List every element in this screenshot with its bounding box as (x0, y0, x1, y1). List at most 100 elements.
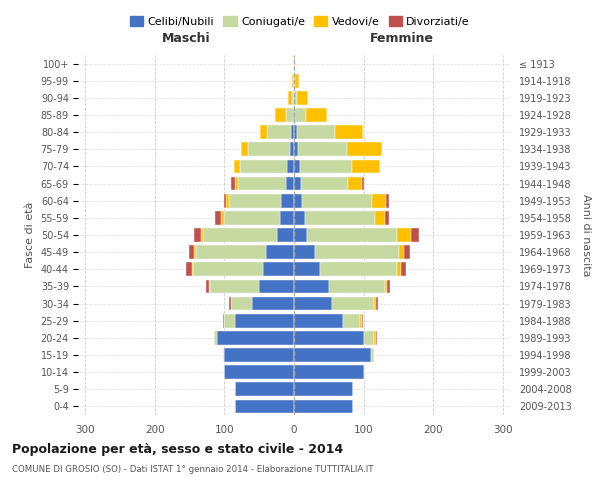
Bar (360, 314, 362, 328)
Bar (189, 246, 194, 259)
Bar (235, 382, 294, 396)
Bar (263, 262, 294, 276)
Bar (385, 280, 386, 293)
Bar (226, 194, 229, 207)
Bar (372, 194, 386, 207)
Bar (224, 366, 294, 379)
Bar (203, 228, 277, 242)
Bar (371, 348, 374, 362)
Bar (280, 211, 294, 224)
Bar (294, 91, 298, 104)
Bar (211, 280, 259, 293)
Bar (294, 400, 353, 413)
Bar (306, 108, 327, 122)
Bar (329, 280, 385, 293)
Bar (259, 280, 294, 293)
Bar (229, 296, 231, 310)
Bar (320, 262, 397, 276)
Text: Maschi: Maschi (161, 32, 211, 44)
Bar (286, 176, 294, 190)
Bar (375, 211, 385, 224)
Bar (231, 296, 252, 310)
Bar (404, 246, 410, 259)
Bar (238, 176, 286, 190)
Bar (217, 331, 294, 344)
Bar (289, 91, 292, 104)
Bar (298, 142, 347, 156)
Bar (386, 194, 389, 207)
Bar (362, 176, 364, 190)
Bar (221, 211, 224, 224)
Bar (294, 126, 297, 139)
Bar (224, 314, 235, 328)
Bar (214, 331, 217, 344)
Bar (294, 160, 299, 173)
Bar (347, 142, 382, 156)
Bar (374, 296, 376, 310)
Bar (202, 228, 203, 242)
Bar (186, 262, 191, 276)
Bar (294, 56, 295, 70)
Y-axis label: Anni di nascita: Anni di nascita (581, 194, 591, 276)
Bar (294, 348, 371, 362)
Bar (234, 160, 239, 173)
Bar (235, 176, 238, 190)
Bar (224, 211, 280, 224)
Bar (307, 228, 397, 242)
Bar (294, 246, 315, 259)
Bar (294, 228, 307, 242)
Bar (286, 108, 293, 122)
Bar (294, 74, 295, 88)
Bar (196, 246, 266, 259)
Bar (292, 91, 294, 104)
Bar (290, 142, 294, 156)
Bar (266, 246, 294, 259)
Bar (206, 280, 209, 293)
Bar (294, 194, 302, 207)
Bar (294, 176, 301, 190)
Bar (364, 331, 374, 344)
Bar (224, 194, 226, 207)
Bar (398, 246, 404, 259)
Bar (277, 228, 294, 242)
Bar (293, 108, 294, 122)
Bar (299, 160, 352, 173)
Text: COMUNE DI GROSIO (SO) - Dati ISTAT 1° gennaio 2014 - Elaborazione TUTTITALIA.IT: COMUNE DI GROSIO (SO) - Dati ISTAT 1° ge… (12, 465, 373, 474)
Bar (315, 246, 398, 259)
Bar (294, 382, 353, 396)
Bar (294, 296, 332, 310)
Bar (224, 348, 294, 362)
Bar (248, 142, 290, 156)
Bar (376, 331, 377, 344)
Bar (215, 211, 221, 224)
Bar (305, 211, 375, 224)
Bar (335, 126, 363, 139)
Bar (362, 314, 363, 328)
Text: Popolazione per età, sesso e stato civile - 2014: Popolazione per età, sesso e stato civil… (12, 442, 343, 456)
Bar (297, 126, 335, 139)
Bar (209, 280, 211, 293)
Bar (294, 280, 329, 293)
Bar (260, 126, 267, 139)
Bar (229, 194, 281, 207)
Bar (291, 126, 294, 139)
Bar (302, 194, 372, 207)
Bar (374, 331, 376, 344)
Bar (235, 314, 294, 328)
Bar (239, 160, 287, 173)
Bar (376, 296, 377, 310)
Bar (411, 228, 419, 242)
Bar (401, 262, 406, 276)
Bar (385, 211, 389, 224)
Bar (364, 366, 365, 379)
Bar (252, 296, 294, 310)
Bar (223, 348, 224, 362)
Bar (194, 228, 202, 242)
Bar (294, 314, 343, 328)
Bar (194, 246, 196, 259)
Bar (294, 108, 295, 122)
Bar (397, 228, 411, 242)
Bar (193, 262, 263, 276)
Bar (349, 176, 362, 190)
Bar (294, 211, 305, 224)
